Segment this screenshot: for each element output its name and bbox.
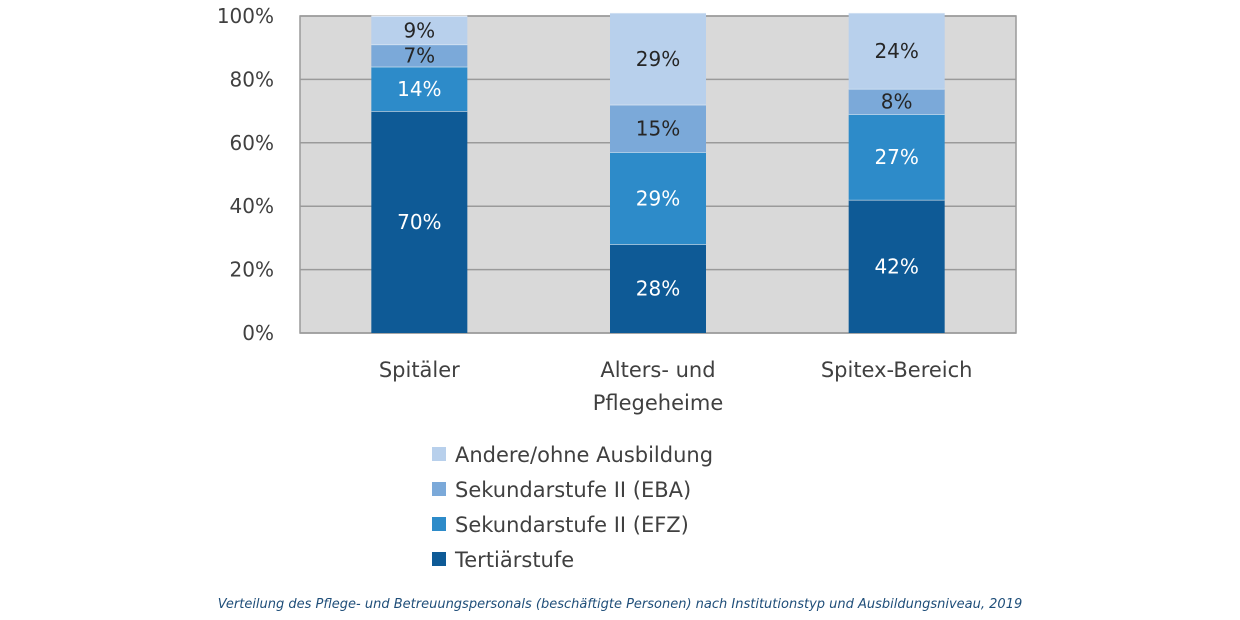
y-tick-label: 80%: [230, 67, 274, 91]
legend-swatch: [432, 482, 446, 496]
y-tick-label: 0%: [242, 321, 274, 345]
bar-segment: [848, 199, 945, 333]
bar-segment: [371, 16, 468, 45]
bar-segment: [848, 114, 945, 200]
bar-segment: [371, 66, 468, 112]
figure-caption: Verteilung des Pflege- und Betreuungsper…: [217, 597, 1023, 612]
data-label: 29%: [636, 186, 680, 210]
data-label: 24%: [874, 39, 918, 63]
data-label: 27%: [874, 145, 918, 169]
bar-segment: [610, 104, 706, 153]
y-tick-label: 60%: [230, 131, 274, 155]
data-label: 29%: [636, 47, 680, 71]
bar-segment: [848, 12, 945, 89]
legend-swatch: [432, 517, 446, 531]
bar-segment: [371, 44, 468, 67]
y-tick-label: 100%: [217, 4, 274, 28]
legend-label: Sekundarstufe II (EBA): [455, 478, 691, 502]
x-category-label: Spitex-Bereich: [821, 358, 973, 382]
data-label: 14%: [397, 77, 441, 101]
x-category-label: Alters- und: [600, 358, 715, 382]
legend-label: Andere/ohne Ausbildung: [455, 443, 713, 467]
x-category-label: Spitäler: [379, 358, 460, 382]
bar-segment: [848, 88, 945, 115]
data-label: 7%: [403, 44, 435, 68]
data-label: 42%: [874, 254, 918, 278]
data-label: 9%: [403, 18, 435, 42]
bar-segment: [610, 12, 706, 105]
y-tick-label: 20%: [230, 258, 274, 282]
x-category-label: Pflegeheime: [593, 391, 724, 415]
legend-label: Sekundarstufe II (EFZ): [455, 513, 689, 537]
legend-label: Tertiärstufe: [454, 548, 574, 572]
bar-segment: [610, 244, 706, 333]
data-label: 8%: [881, 90, 913, 114]
legend-swatch: [432, 552, 446, 566]
y-tick-label: 40%: [230, 194, 274, 218]
data-label: 28%: [636, 277, 680, 301]
data-label: 15%: [636, 117, 680, 141]
legend-swatch: [432, 447, 446, 461]
bar-segment: [371, 111, 468, 333]
data-label: 70%: [397, 210, 441, 234]
bar-segment: [610, 152, 706, 245]
